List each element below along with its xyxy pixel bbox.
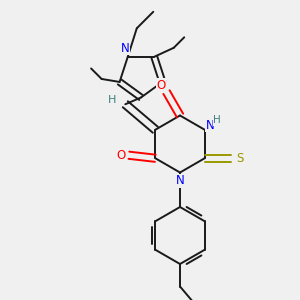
Text: N: N: [176, 174, 184, 188]
Text: N: N: [206, 119, 214, 132]
Text: O: O: [157, 79, 166, 92]
Text: H: H: [108, 95, 116, 105]
Text: H: H: [213, 115, 221, 125]
Text: S: S: [236, 152, 243, 165]
Text: N: N: [121, 42, 130, 55]
Text: O: O: [116, 149, 125, 162]
